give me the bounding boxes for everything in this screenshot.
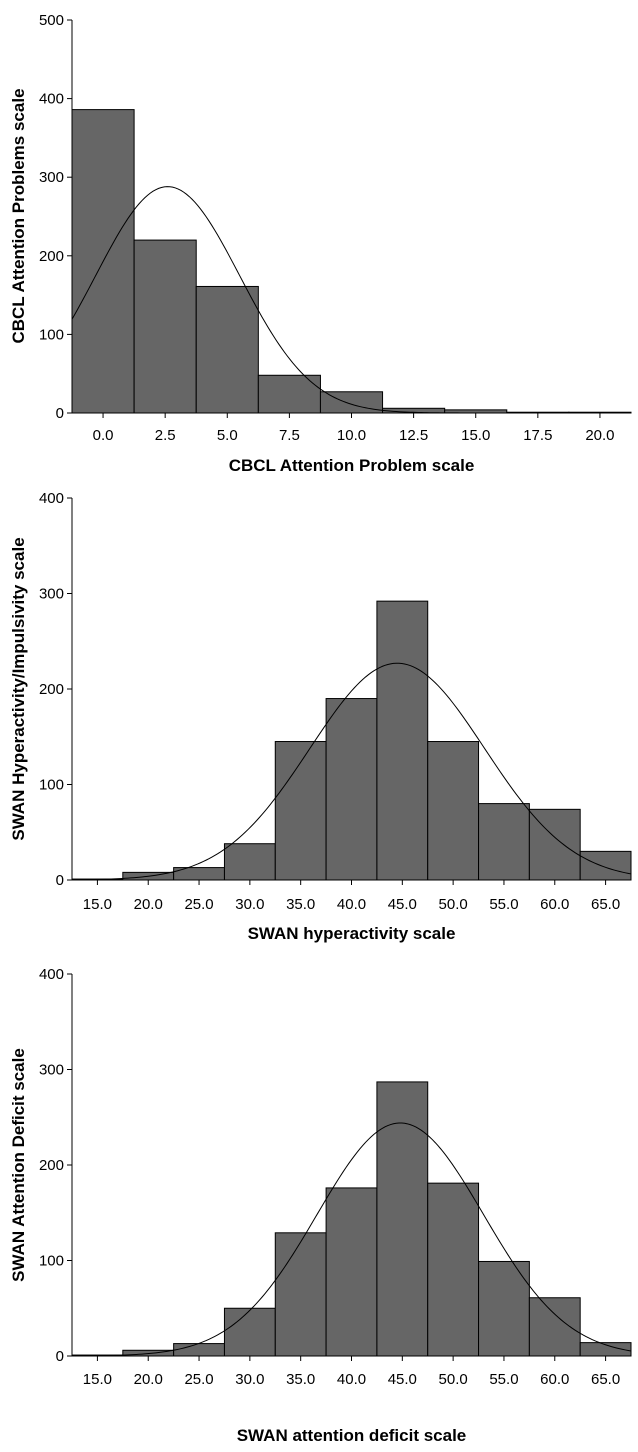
histogram-bar: [173, 1343, 225, 1357]
y-axis-title: SWAN Hyperactivity/Impulsivity scale: [9, 537, 28, 840]
x-tick-label: 55.0: [489, 1371, 518, 1388]
x-tick-label: 55.0: [489, 896, 518, 913]
x-tick-label: 65.0: [591, 1371, 620, 1388]
x-axis-title: CBCL Attention Problem scale: [229, 456, 475, 475]
y-tick-label: 100: [39, 326, 64, 343]
x-tick-label: 15.0: [83, 1371, 112, 1388]
y-tick-label: 300: [39, 586, 64, 603]
histogram-bar: [223, 1307, 276, 1357]
x-tick-label: 0.0: [93, 427, 114, 444]
y-tick-label: 0: [56, 872, 64, 889]
x-tick-label: 60.0: [540, 1371, 569, 1388]
x-tick-label: 35.0: [286, 896, 315, 913]
chart-svg: 0 100 200 300 400 500 0.0 2.5 5.0 7.5 10.0 12.5 15.0…: [9, 12, 632, 475]
x-tick-label: 25.0: [184, 1371, 213, 1388]
y-tick-label: 300: [39, 169, 64, 186]
y-tick-label: 200: [39, 248, 64, 265]
x-tick-label: 7.5: [279, 427, 300, 444]
x-tick-label: 5.0: [217, 427, 238, 444]
histogram-swan-attention-deficit: 0 100 200 300 400 15.0 20.0 25.0 30.0 35.0 40.0 45.…: [0, 964, 638, 1452]
x-tick-label: 30.0: [235, 896, 264, 913]
normal-curve: [71, 662, 632, 881]
x-tick-label: 12.5: [399, 427, 428, 444]
x-tick-label: 40.0: [337, 896, 366, 913]
y-tick-label: 400: [39, 966, 64, 983]
histogram-bar: [325, 698, 378, 881]
x-tick-label: 45.0: [388, 1371, 417, 1388]
chart-svg: 0 100 200 300 400 15.0 20.0 25.0 30.0 35.0 40.0 45.…: [9, 966, 632, 1445]
histogram-bar: [579, 850, 632, 881]
x-tick-label: 2.5: [155, 427, 176, 444]
histogram-swan-hyperactivity: 0 100 200 300 400 15.0 20.0 25.0 30.0 35.0 40.0 45.…: [0, 478, 638, 964]
histogram-bar: [376, 1081, 429, 1357]
histogram-bar: [427, 1182, 480, 1357]
y-tick-label: 100: [39, 1253, 64, 1270]
y-tick-label: 0: [56, 405, 64, 422]
histogram-bar: [274, 1232, 327, 1357]
histogram-bar: [274, 741, 327, 881]
histogram-cbcl-attention: 0 100 200 300 400 500 0.0 2.5 5.0 7.5 10.0 12.5 15.0…: [0, 0, 638, 478]
chart-svg: 0 100 200 300 400 15.0 20.0 25.0 30.0 35.0 40.0 45.…: [9, 490, 632, 943]
x-tick-label: 10.0: [337, 427, 366, 444]
normal-curve: [71, 1122, 632, 1357]
histogram-bar: [133, 239, 197, 414]
x-tick-label: 50.0: [439, 896, 468, 913]
histogram-bar: [325, 1187, 378, 1357]
x-tick-label: 30.0: [235, 1371, 264, 1388]
y-tick-label: 400: [39, 91, 64, 108]
x-axis-title: SWAN attention deficit scale: [237, 1426, 467, 1445]
x-tick-label: 20.0: [134, 1371, 163, 1388]
y-axis-title: CBCL Attention Problems scale: [9, 88, 28, 343]
y-tick-label: 100: [39, 777, 64, 794]
x-tick-label: 45.0: [388, 896, 417, 913]
histogram-bar: [478, 1260, 530, 1357]
x-tick-label: 20.0: [585, 427, 614, 444]
y-tick-label: 200: [39, 1157, 64, 1174]
histogram-bar: [478, 803, 530, 881]
x-tick-label: 35.0: [286, 1371, 315, 1388]
y-tick-label: 200: [39, 681, 64, 698]
histogram-bar: [257, 374, 321, 414]
histogram-bar: [528, 1297, 581, 1357]
histogram-bar: [427, 741, 480, 881]
histogram-bar: [223, 843, 276, 881]
x-axis-title: SWAN hyperactivity scale: [248, 924, 456, 943]
y-tick-label: 0: [56, 1348, 64, 1365]
x-tick-label: 50.0: [439, 1371, 468, 1388]
x-tick-label: 65.0: [591, 896, 620, 913]
y-tick-label: 400: [39, 490, 64, 507]
y-tick-label: 300: [39, 1062, 64, 1079]
x-tick-label: 15.0: [83, 896, 112, 913]
x-tick-label: 20.0: [134, 896, 163, 913]
x-tick-label: 17.5: [523, 427, 552, 444]
x-tick-label: 40.0: [337, 1371, 366, 1388]
histogram-bar: [376, 600, 429, 881]
histogram-bar: [195, 285, 259, 414]
x-tick-label: 60.0: [540, 896, 569, 913]
y-axis-title: SWAN Attention Deficit scale: [9, 1048, 28, 1282]
x-tick-label: 15.0: [461, 427, 490, 444]
y-tick-label: 500: [39, 12, 64, 29]
x-tick-label: 25.0: [184, 896, 213, 913]
